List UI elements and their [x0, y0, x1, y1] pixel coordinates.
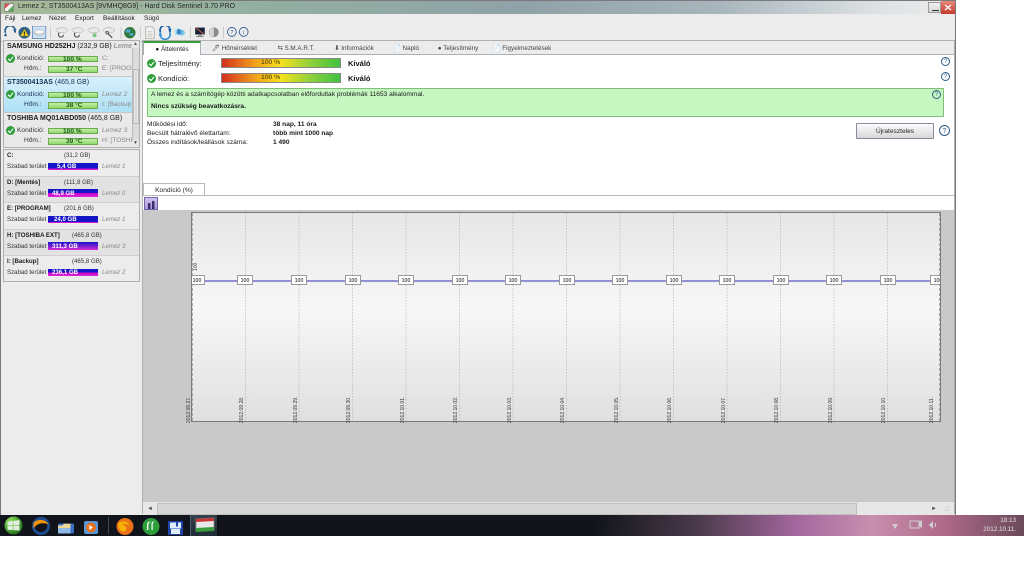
svg-text:?: ? [230, 30, 233, 36]
svg-text:i: i [243, 30, 245, 36]
